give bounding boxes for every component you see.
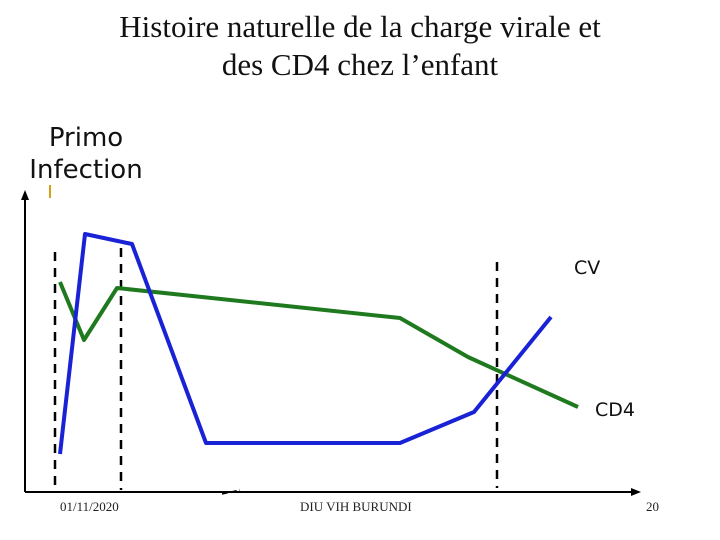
cd4-curve	[58, 281, 579, 409]
primo-line-1: Primo	[48, 123, 124, 153]
title-line-1: Histoire naturelle de la charge virale e…	[119, 9, 601, 44]
primo-infection-label: Primo Infection	[16, 122, 156, 186]
footer-page-number: 20	[646, 499, 659, 514]
break-mark-lower	[221, 489, 241, 495]
x-axis-arrow	[631, 488, 641, 496]
cd4-label: CD4	[595, 399, 635, 421]
cv-label: CV	[574, 257, 600, 279]
primo-line-2: Infection	[29, 155, 143, 185]
y-axis-arrow	[21, 190, 29, 200]
slide-title: Histoire naturelle de la charge virale e…	[0, 8, 720, 84]
title-line-2: des CD4 chez l’enfant	[221, 47, 499, 82]
cv-curve	[58, 232, 553, 455]
footer-date: 01/11/2020	[60, 499, 119, 514]
footer-center: DIU VIH BURUNDI	[300, 499, 412, 514]
